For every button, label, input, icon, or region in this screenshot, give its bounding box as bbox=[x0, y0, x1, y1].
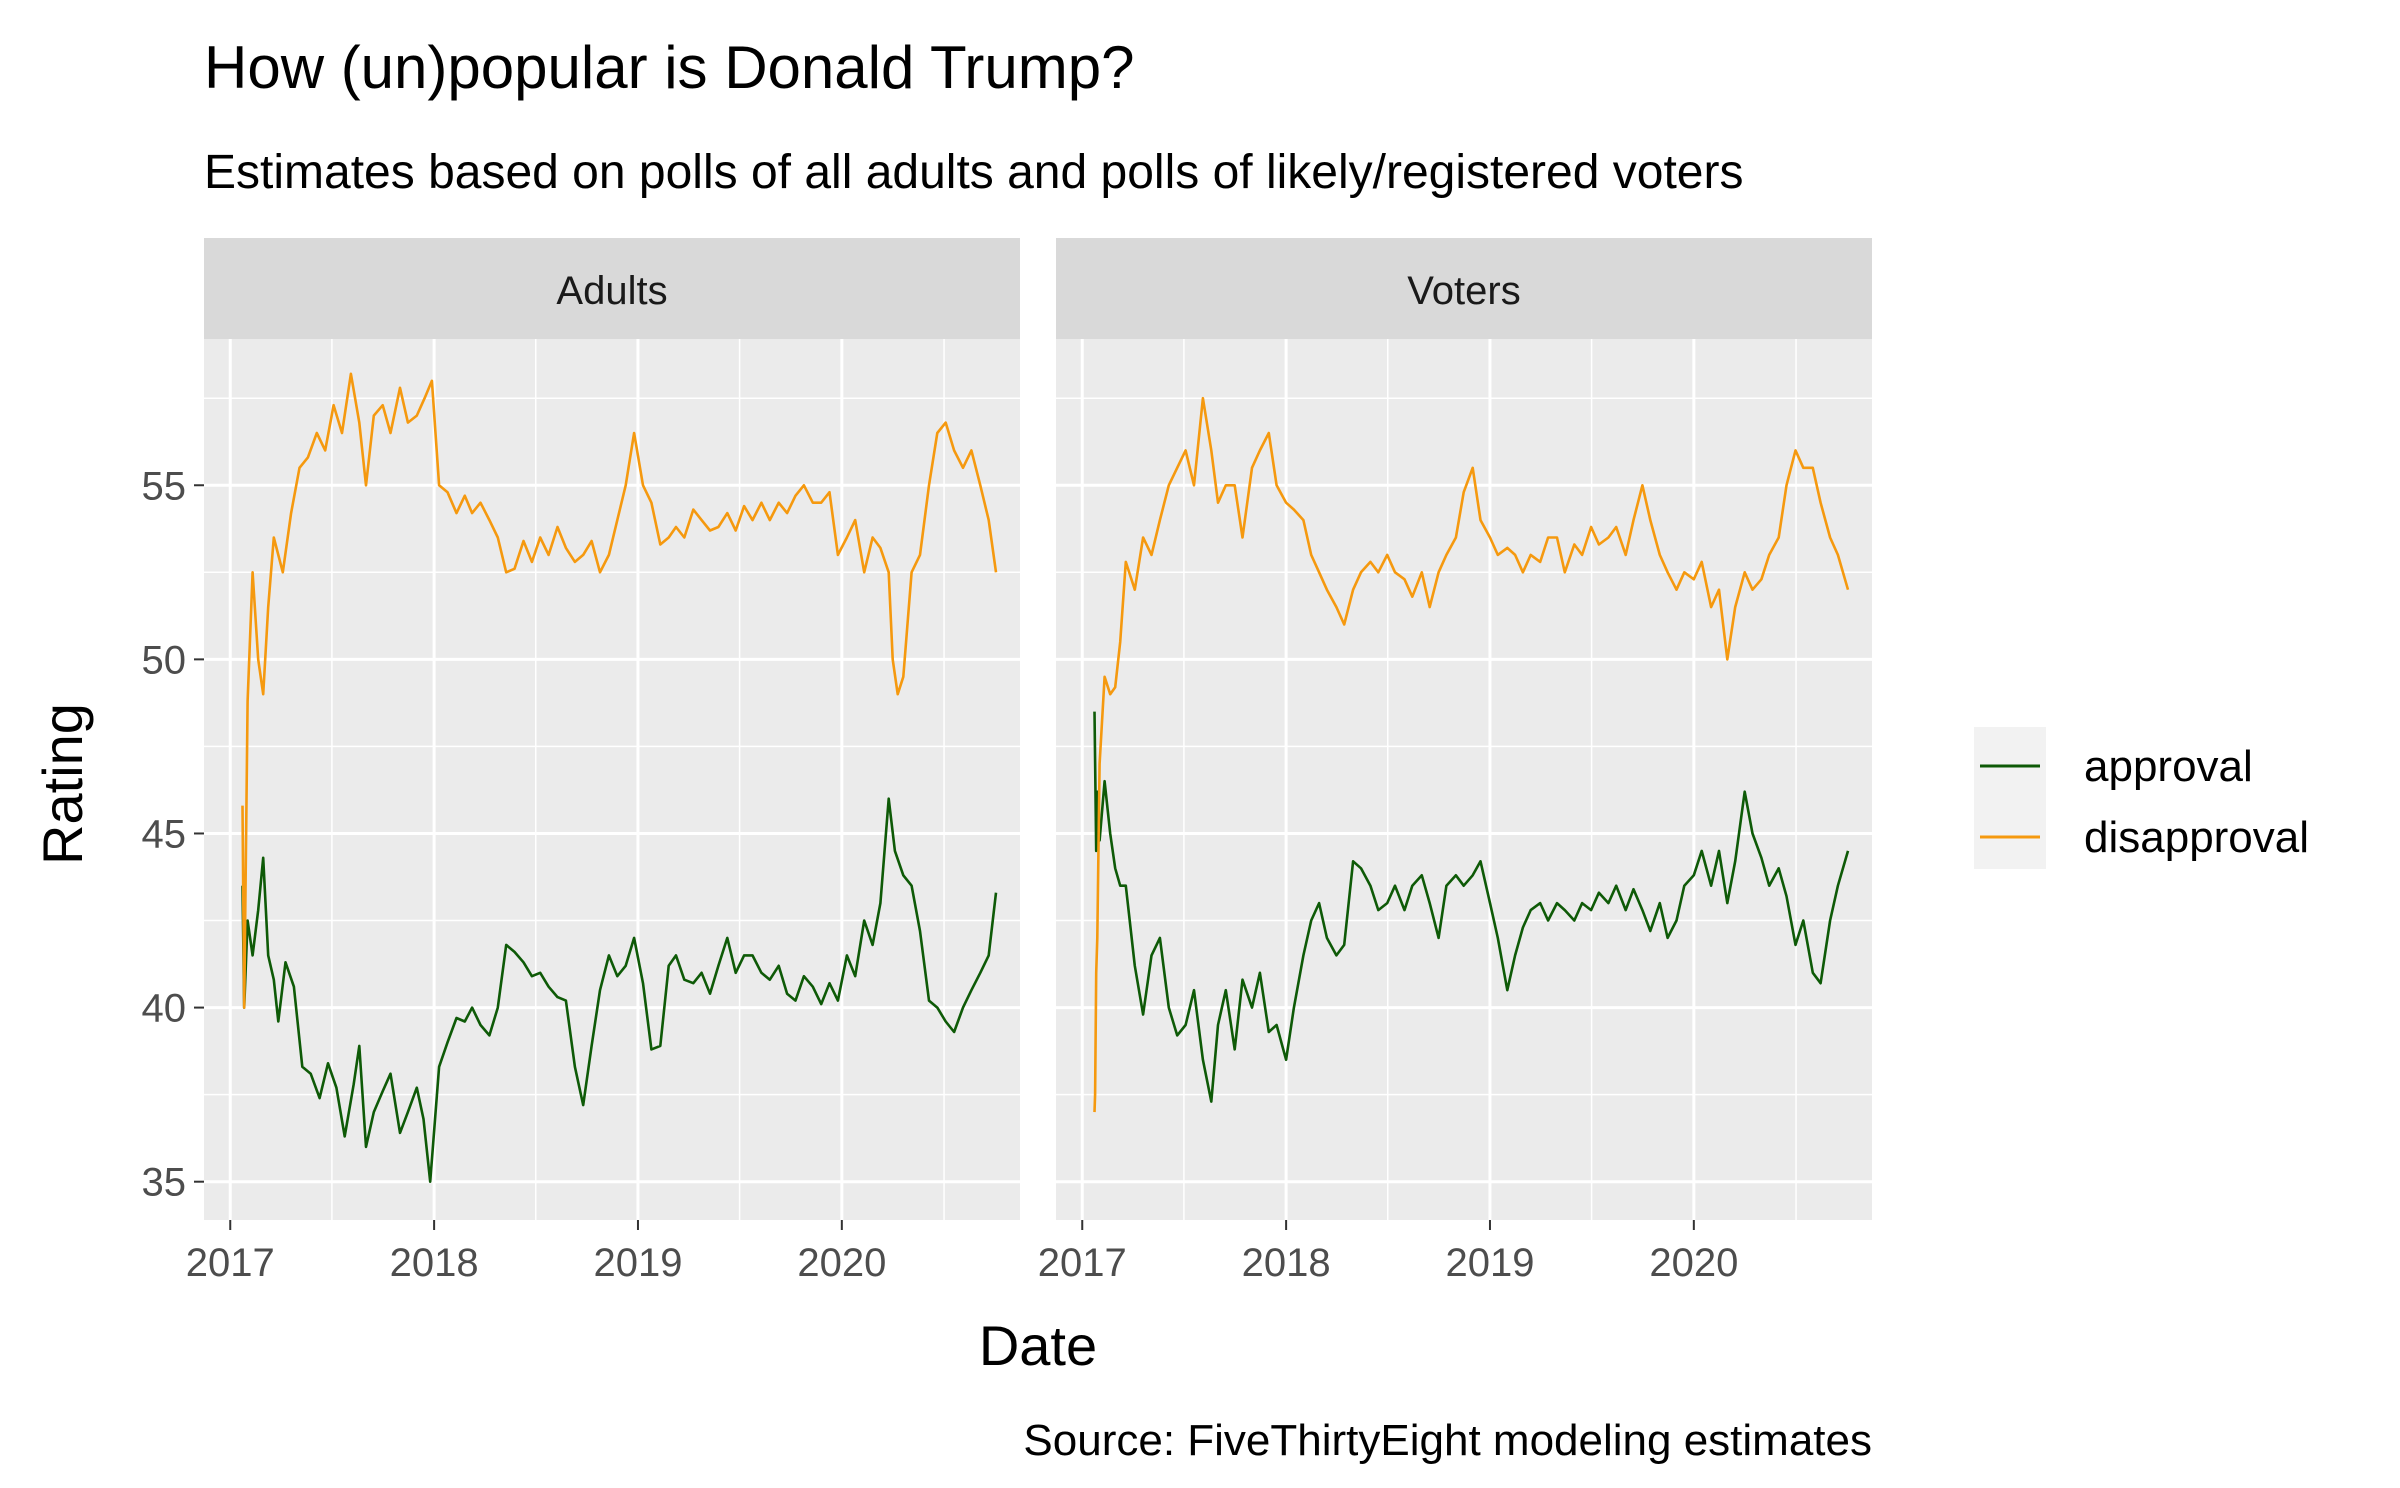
y-tick-label: 55 bbox=[142, 464, 187, 508]
facet-label-adults: Adults bbox=[556, 269, 667, 313]
x-axis-voters: 2017 2018 2019 2020 bbox=[1038, 1220, 1738, 1285]
plot-area-adults bbox=[204, 339, 1020, 1220]
legend-label-disapproval: disapproval bbox=[2084, 813, 2309, 862]
x-tick-label: 2018 bbox=[1242, 1241, 1331, 1285]
y-axis-label: Rating bbox=[31, 703, 94, 865]
x-tick-label: 2017 bbox=[186, 1241, 275, 1285]
legend-key-background bbox=[1974, 727, 2046, 869]
x-tick-label: 2020 bbox=[797, 1241, 886, 1285]
x-axis-adults: 2017 2018 2019 2020 bbox=[186, 1220, 886, 1285]
series-lines-adults bbox=[241, 372, 998, 1183]
x-tick-label: 2019 bbox=[1445, 1241, 1534, 1285]
series-line-disapproval bbox=[1093, 396, 1850, 1113]
y-tick-label: 45 bbox=[142, 812, 187, 856]
legend: approval disapproval bbox=[1974, 727, 2309, 869]
series-lines-voters bbox=[1093, 396, 1850, 1113]
x-tick-label: 2017 bbox=[1038, 1241, 1127, 1285]
grid-adults bbox=[204, 339, 1020, 1220]
chart-title: How (un)popular is Donald Trump? bbox=[204, 34, 1134, 101]
series-line-approval bbox=[1093, 711, 1850, 1103]
grid-voters bbox=[1056, 339, 1872, 1220]
facet-label-voters: Voters bbox=[1407, 269, 1520, 313]
x-axis-label: Date bbox=[979, 1314, 1097, 1377]
y-tick-label: 35 bbox=[142, 1161, 187, 1205]
y-tick-label: 50 bbox=[142, 638, 187, 682]
x-tick-label: 2020 bbox=[1649, 1241, 1738, 1285]
facet-strip-adults bbox=[204, 238, 1020, 339]
legend-label-approval: approval bbox=[2084, 742, 2253, 791]
plot-area-voters bbox=[1056, 339, 1872, 1220]
series-line-disapproval bbox=[241, 372, 998, 1009]
panel-voters: Voters 2017 2018 2019 2020 bbox=[1038, 238, 1872, 1285]
facet-strip-voters bbox=[1056, 238, 1872, 339]
panel-adults: Adults 2017 2018 2019 2020 35 40 45 50 55 bbox=[142, 238, 1020, 1285]
series-line-approval bbox=[241, 797, 998, 1183]
y-tick-label: 40 bbox=[142, 987, 187, 1031]
chart-subtitle: Estimates based on polls of all adults a… bbox=[204, 146, 1743, 199]
y-axis: 35 40 45 50 55 bbox=[142, 464, 204, 1205]
x-tick-label: 2018 bbox=[390, 1241, 479, 1285]
x-tick-label: 2019 bbox=[593, 1241, 682, 1285]
chart-caption: Source: FiveThirtyEight modeling estimat… bbox=[1023, 1416, 1872, 1465]
